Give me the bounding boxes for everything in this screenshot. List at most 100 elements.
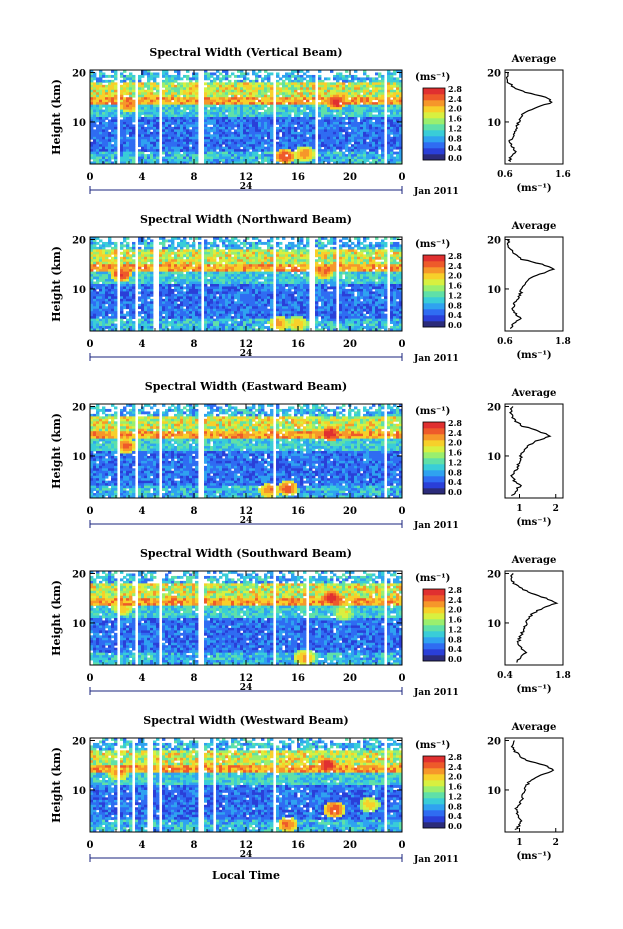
heatmap-cell: [225, 303, 229, 307]
heatmap-cell: [105, 286, 109, 290]
heatmap-cell: [183, 144, 187, 148]
heatmap-cell: [162, 119, 166, 123]
heatmap-cell: [180, 321, 184, 324]
heatmap-cell: [114, 303, 118, 307]
heatmap-cell: [150, 326, 154, 329]
heatmap-cell: [105, 281, 109, 285]
heatmap-cell: [207, 241, 211, 245]
heatmap-cell: [189, 97, 193, 101]
heatmap-cell: [243, 119, 247, 123]
heatmap-cell: [180, 239, 184, 243]
heatmap-cell: [198, 241, 202, 245]
heatmap-cell: [90, 154, 94, 157]
heatmap-cell: [381, 77, 385, 81]
heatmap-cell: [162, 131, 166, 135]
heatmap-cell: [381, 109, 385, 113]
heatmap-cell: [186, 298, 190, 302]
heatmap-cell: [330, 102, 334, 106]
heatmap-cell: [93, 149, 97, 153]
heatmap-cell: [96, 241, 100, 245]
heatmap-cell: [204, 284, 208, 287]
heatmap-cell: [225, 104, 229, 108]
heatmap-cell: [279, 119, 283, 123]
heatmap-cell: [177, 121, 181, 125]
heatmap-cell: [153, 151, 157, 155]
heatmap-cell: [399, 159, 403, 162]
heatmap-cell: [285, 84, 289, 88]
heatmap-cell: [96, 251, 100, 255]
heatmap-cell: [105, 144, 109, 148]
heatmap-cell: [108, 251, 112, 255]
heatmap-cell: [99, 104, 103, 108]
heatmap-cell: [231, 274, 235, 277]
heatmap-cell: [171, 313, 175, 317]
heatmap-cell: [147, 146, 151, 150]
heatmap-cell: [126, 99, 130, 103]
heatmap-cell: [198, 326, 202, 329]
heatmap-cell: [258, 70, 262, 73]
heatmap-cell: [303, 146, 307, 150]
heatmap-cell: [114, 126, 118, 130]
heatmap-cell: [162, 156, 166, 160]
heatmap-cell: [369, 117, 373, 120]
heatmap-cell: [399, 70, 403, 73]
heatmap-cell: [390, 126, 394, 130]
heatmap-cell: [162, 306, 166, 310]
heatmap-cell: [165, 276, 169, 280]
heatmap-cell: [309, 97, 313, 101]
heatmap-cell: [114, 107, 118, 110]
heatmap-cell: [153, 131, 157, 135]
heatmap-cell: [126, 104, 130, 108]
heatmap-cell: [93, 77, 97, 81]
heatmap-cell: [282, 131, 286, 135]
heatmap-cell: [129, 94, 133, 98]
heatmap-cell: [213, 154, 217, 157]
heatmap-cell: [90, 311, 94, 315]
heatmap-cell: [156, 161, 160, 165]
heatmap-cell: [264, 94, 268, 98]
heatmap-cell: [237, 126, 241, 130]
heatmap-cell: [132, 323, 136, 327]
heatmap-cell: [195, 276, 199, 280]
heatmap-cell: [207, 89, 211, 93]
heatmap-cell: [258, 112, 262, 115]
heatmap-cell: [156, 119, 160, 123]
heatmap-cell: [291, 124, 295, 128]
heatmap-cell: [195, 144, 199, 148]
heatmap-cell: [306, 117, 310, 120]
heatmap-cell: [111, 126, 115, 130]
colorbar-tick-label: 0.4: [448, 143, 462, 153]
heatmap-cell: [294, 89, 298, 93]
heatmap-cell: [183, 151, 187, 155]
heatmap-cell: [303, 121, 307, 125]
heatmap-cell: [186, 269, 190, 273]
heatmap-cell: [213, 151, 217, 155]
heatmap-cell: [105, 131, 109, 135]
heatmap-cell: [174, 79, 178, 83]
heatmap-cell: [210, 326, 214, 329]
heatmap-cell: [111, 264, 115, 268]
heatmap-cell: [333, 144, 337, 148]
heatmap-cell: [396, 124, 400, 128]
heatmap-cell: [264, 124, 268, 128]
heatmap-cell: [195, 311, 199, 315]
heatmap-cell: [249, 134, 253, 138]
heatmap-cell: [288, 121, 292, 125]
heatmap-cell: [174, 77, 178, 81]
heatmap-cell: [228, 323, 232, 327]
heatmap-cell: [150, 318, 154, 322]
heatmap-cell: [177, 291, 181, 295]
heatmap-cell: [369, 89, 373, 93]
heatmap-cell: [129, 84, 133, 88]
heatmap-cell: [138, 269, 142, 273]
heatmap-cell: [264, 92, 268, 96]
heatmap-cell: [336, 141, 340, 145]
heatmap-cell: [240, 249, 244, 253]
heatmap-cell: [354, 139, 358, 143]
heatmap-cell: [249, 141, 253, 145]
heatmap-cell: [210, 151, 214, 155]
heatmap-cell: [147, 149, 151, 153]
heatmap-cell: [366, 89, 370, 93]
heatmap-cell: [231, 131, 235, 135]
heatmap-cell: [171, 241, 175, 245]
